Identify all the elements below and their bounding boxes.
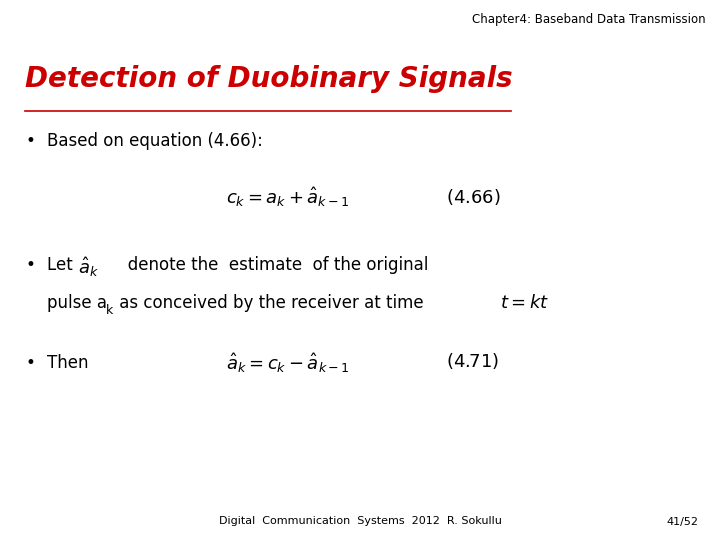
- Text: $\hat{a}_k = c_k - \hat{a}_{k-1}$: $\hat{a}_k = c_k - \hat{a}_{k-1}$: [226, 351, 350, 375]
- Text: $\hat{a}_k$: $\hat{a}_k$: [78, 255, 99, 279]
- Text: pulse a: pulse a: [47, 294, 107, 312]
- Text: Then: Then: [47, 354, 89, 372]
- Text: Digital  Communication  Systems  2012  R. Sokullu: Digital Communication Systems 2012 R. So…: [219, 516, 501, 526]
- Text: Based on equation (4.66):: Based on equation (4.66):: [47, 132, 263, 150]
- Text: $c_k = a_k + \hat{a}_{k-1}$: $c_k = a_k + \hat{a}_{k-1}$: [226, 185, 350, 209]
- Text: Let: Let: [47, 256, 83, 274]
- Text: 41/52: 41/52: [667, 516, 698, 526]
- Text: •: •: [25, 132, 35, 150]
- Text: $(4.71)$: $(4.71)$: [446, 351, 500, 371]
- Text: •: •: [25, 256, 35, 274]
- Text: $\mathit{t = kt}$: $\mathit{t = kt}$: [500, 294, 549, 312]
- Text: Detection of Duobinary Signals: Detection of Duobinary Signals: [25, 65, 513, 93]
- Text: $(4.66)$: $(4.66)$: [446, 187, 501, 207]
- Text: as conceived by the receiver at time: as conceived by the receiver at time: [114, 294, 428, 312]
- Text: •: •: [25, 354, 35, 372]
- Text: denote the  estimate  of the original: denote the estimate of the original: [112, 256, 428, 274]
- Text: k: k: [106, 304, 113, 317]
- Text: Chapter4: Baseband Data Transmission: Chapter4: Baseband Data Transmission: [472, 14, 706, 26]
